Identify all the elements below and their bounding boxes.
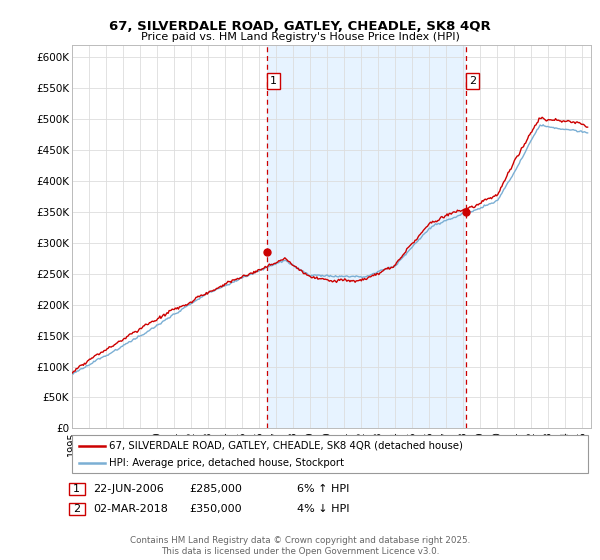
Text: HPI: Average price, detached house, Stockport: HPI: Average price, detached house, Stoc… [109, 458, 344, 468]
Bar [267, 45, 466, 428]
Text: £350,000: £350,000 [189, 504, 242, 514]
Text: Price paid vs. HM Land Registry's House Price Index (HPI): Price paid vs. HM Land Registry's House … [140, 32, 460, 42]
Text: 2: 2 [469, 76, 476, 86]
Text: 4% ↓ HPI: 4% ↓ HPI [297, 504, 349, 514]
Text: 1: 1 [270, 76, 277, 86]
Text: 1: 1 [73, 484, 80, 494]
Text: Contains HM Land Registry data © Crown copyright and database right 2025.
This d: Contains HM Land Registry data © Crown c… [130, 536, 470, 556]
Text: £285,000: £285,000 [189, 484, 242, 494]
Text: 6% ↑ HPI: 6% ↑ HPI [297, 484, 349, 494]
Text: 22-JUN-2006: 22-JUN-2006 [93, 484, 164, 494]
Text: 67, SILVERDALE ROAD, GATLEY, CHEADLE, SK8 4QR: 67, SILVERDALE ROAD, GATLEY, CHEADLE, SK… [109, 20, 491, 32]
Text: 2: 2 [73, 504, 80, 514]
Text: 67, SILVERDALE ROAD, GATLEY, CHEADLE, SK8 4QR (detached house): 67, SILVERDALE ROAD, GATLEY, CHEADLE, SK… [109, 441, 463, 451]
Text: 02-MAR-2018: 02-MAR-2018 [93, 504, 168, 514]
